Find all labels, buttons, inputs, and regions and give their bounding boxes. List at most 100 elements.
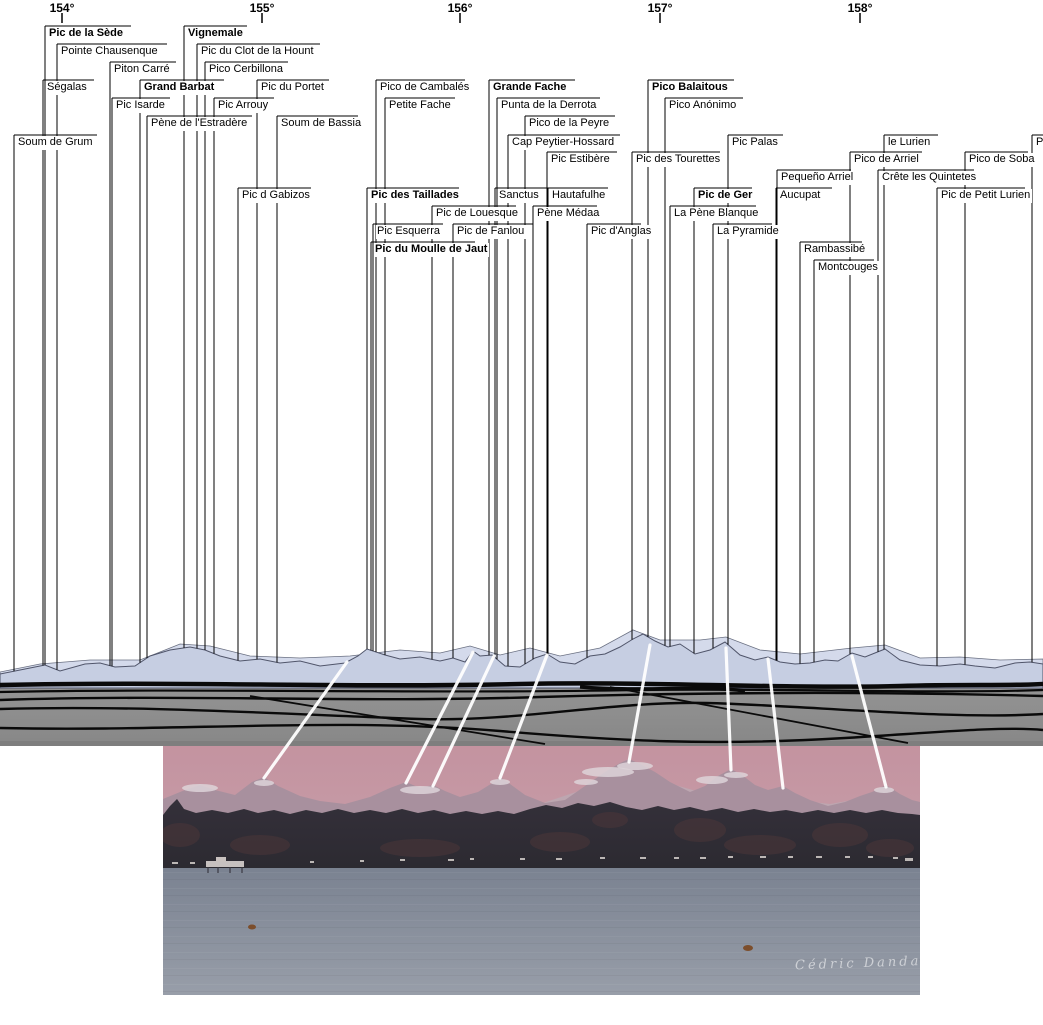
- snow-patch: [254, 780, 274, 786]
- peak-label: Pico de Arriel: [853, 153, 921, 167]
- peak-label: Pic du Moulle de Jaut: [374, 243, 490, 257]
- white-connector-line: [627, 643, 652, 764]
- peak-label: Pic des Tourettes: [635, 153, 723, 167]
- shore-speck: [448, 859, 454, 861]
- peak-label: Ségalas: [46, 81, 89, 95]
- peak-label: Pic: [1035, 136, 1043, 150]
- shore-speck: [760, 856, 766, 858]
- peak-label: Pico de Soba: [968, 153, 1037, 167]
- peak-label: Pico Cerbillona: [208, 63, 285, 77]
- snow-patch: [696, 776, 728, 784]
- shore-speck: [674, 857, 679, 859]
- tree-patch: [812, 823, 868, 847]
- peak-label: Soum de Bassia: [280, 117, 364, 131]
- buoy: [743, 945, 753, 951]
- tree-patch: [230, 835, 290, 855]
- shore-speck: [868, 856, 873, 858]
- white-connector-line: [404, 650, 475, 785]
- peak-label: Pic de Ger: [697, 189, 755, 203]
- peak-label: Pic de Petit Lurien: [940, 189, 1033, 203]
- shore-speck: [310, 861, 314, 863]
- shore-speck: [845, 856, 850, 858]
- peak-label: Pic Isarde: [115, 99, 167, 113]
- peak-label: La Pyramide: [716, 225, 781, 239]
- shore-speck: [640, 857, 646, 859]
- peak-label: Pic des Taillades: [370, 189, 461, 203]
- bearing-label: 154°: [49, 1, 75, 15]
- snow-patch: [182, 784, 218, 792]
- tree-patch: [674, 818, 726, 842]
- shore-speck: [905, 858, 913, 861]
- pier-cabin: [216, 857, 226, 862]
- pier: [206, 861, 244, 867]
- snow-patch: [574, 779, 598, 785]
- peak-label: Rambassibé: [803, 243, 868, 257]
- peak-label: Cap Peytier-Hossard: [511, 136, 617, 150]
- peak-label: Pic d Gabizos: [241, 189, 312, 203]
- shore-speck: [360, 860, 364, 862]
- peak-label: Pico de la Peyre: [528, 117, 612, 131]
- tree-patch: [163, 823, 200, 847]
- shore-speck: [788, 856, 793, 858]
- snow-patch: [490, 779, 510, 785]
- peak-label: Pico de Cambalés: [379, 81, 472, 95]
- bearing-label: 157°: [647, 1, 673, 15]
- snow-patch: [400, 786, 440, 794]
- peak-label: Pic de Fanlou: [456, 225, 527, 239]
- white-connector-line: [766, 657, 785, 790]
- tree-patch: [530, 832, 590, 852]
- tree-patch: [592, 812, 628, 828]
- shore-speck: [400, 859, 405, 861]
- peak-label: Pic Palas: [731, 136, 780, 150]
- peak-label: Pico Balaitous: [651, 81, 730, 95]
- peak-label: Soum de Grum: [17, 136, 95, 150]
- peak-label: Grand Barbat: [143, 81, 217, 95]
- snow-patch: [724, 772, 748, 778]
- peak-label: Pointe Chausenque: [60, 45, 160, 59]
- bearing-label: 156°: [447, 1, 473, 15]
- peak-label: Crête les Quintetes: [881, 171, 979, 185]
- tree-patch: [380, 839, 460, 857]
- white-connector-line: [498, 653, 549, 780]
- shore-speck: [172, 862, 178, 864]
- snow-patch: [617, 762, 653, 770]
- peak-label: Grande Fache: [492, 81, 569, 95]
- shore-speck: [190, 862, 195, 864]
- snow-patch: [874, 787, 894, 793]
- shore-speck: [728, 856, 733, 858]
- bearing-label: 158°: [847, 1, 873, 15]
- photo-water: [163, 858, 920, 995]
- shore-speck: [893, 857, 898, 859]
- peak-label: Pequeño Arriel: [780, 171, 856, 185]
- peak-label: Pic du Clot de la Hount: [200, 45, 316, 59]
- peak-label: Pic Estibère: [550, 153, 612, 167]
- peak-label: Petite Fache: [388, 99, 453, 113]
- shore-speck: [556, 858, 562, 860]
- peak-label: Pico Anónimo: [668, 99, 739, 113]
- shore-speck: [600, 857, 605, 859]
- photo-inset: [163, 746, 920, 995]
- peak-label: Punta de la Derrota: [500, 99, 599, 113]
- peak-label: Montcouges: [817, 261, 880, 275]
- shore-speck: [520, 858, 525, 860]
- peak-label: Pic de Louesque: [435, 207, 520, 221]
- white-connector-line: [431, 654, 496, 788]
- peak-label: Aucupat: [779, 189, 823, 203]
- white-connector-line: [262, 660, 349, 780]
- peak-label: Pic Arrouy: [217, 99, 271, 113]
- peak-label: le Lurien: [887, 136, 933, 150]
- shore-speck: [470, 858, 474, 860]
- tree-patch: [724, 835, 796, 855]
- shore-speck: [816, 856, 822, 858]
- snow-patch: [582, 767, 634, 777]
- peak-label: Pic du Portet: [260, 81, 326, 95]
- bearing-label: 155°: [249, 1, 275, 15]
- peak-label: Piton Carré: [113, 63, 172, 77]
- peak-label: Pic de la Sède: [48, 27, 125, 41]
- white-connector-line: [724, 646, 733, 772]
- peak-label: Pic Esquerra: [376, 225, 442, 239]
- peak-label: Vignemale: [187, 27, 245, 41]
- peak-label: Pène de l'Estradère: [150, 117, 250, 131]
